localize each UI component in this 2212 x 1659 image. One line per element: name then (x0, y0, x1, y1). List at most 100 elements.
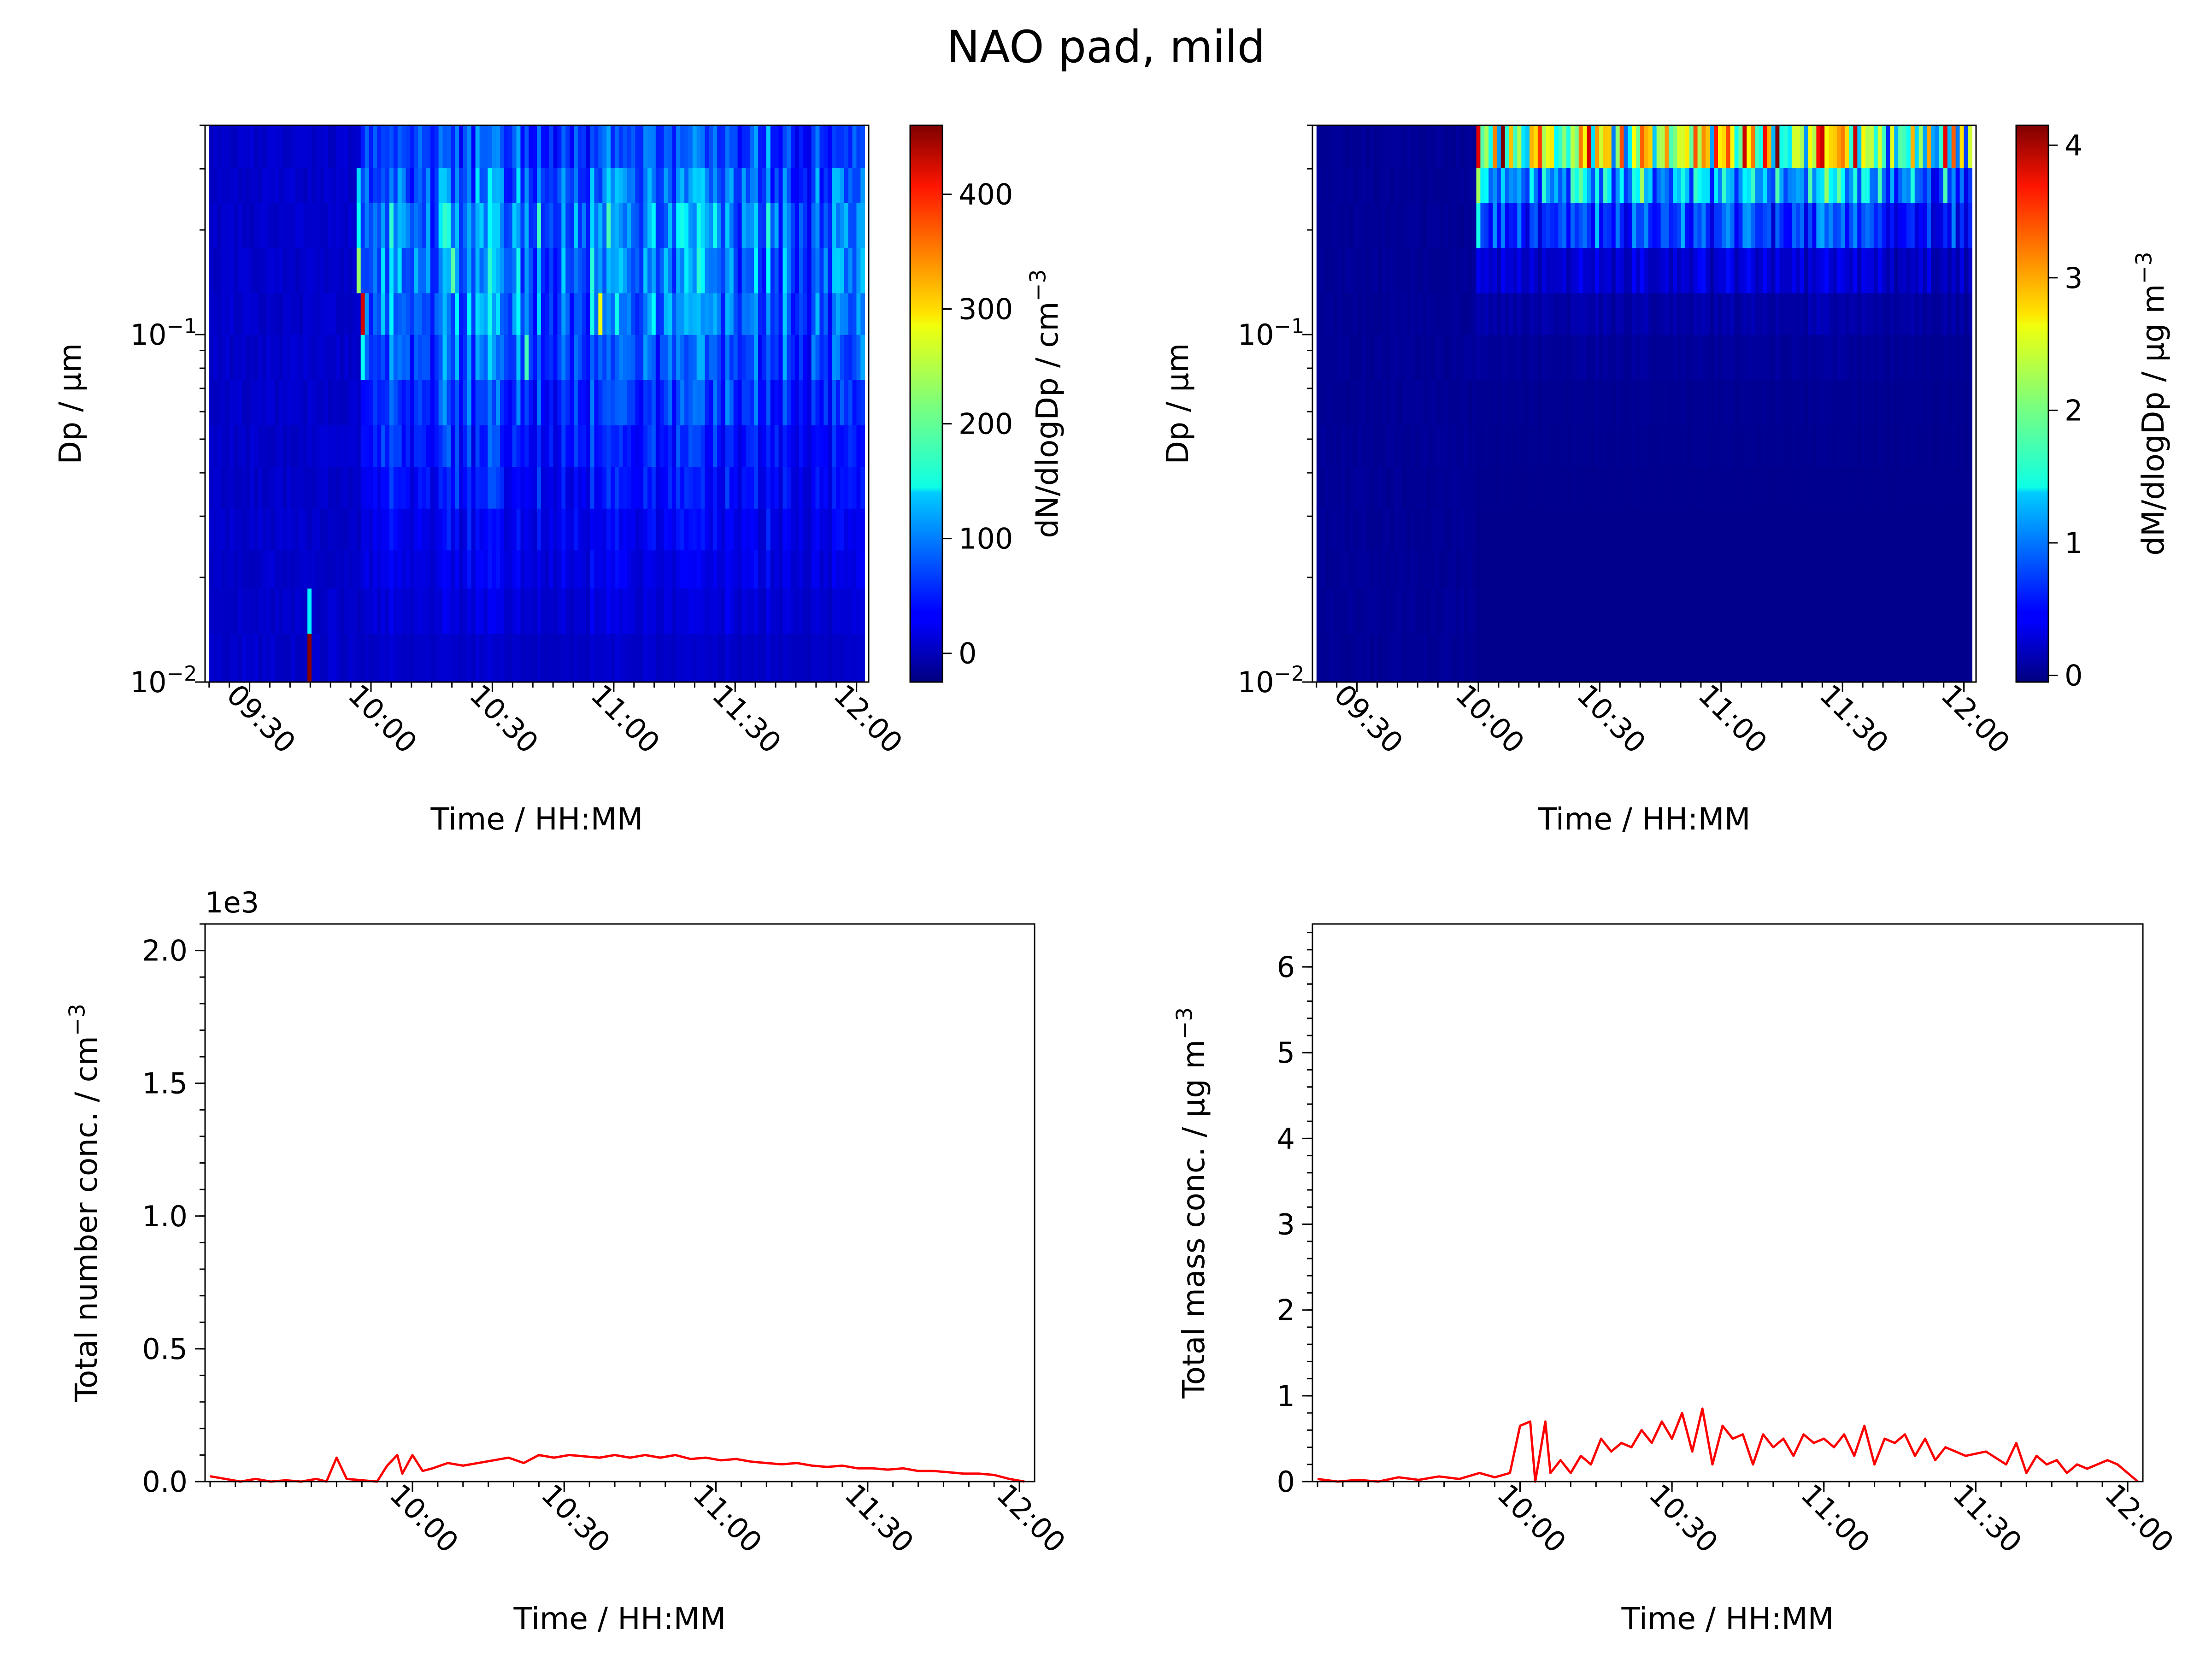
heatmap-cell (1333, 379, 1338, 425)
heatmap-cell (1841, 550, 1846, 589)
heatmap-cell (1853, 247, 1858, 294)
heatmap-cell (545, 588, 550, 634)
heatmap-cell (672, 633, 677, 682)
heatmap-cell (1374, 466, 1378, 509)
heatmap-cell (655, 508, 660, 551)
heatmap-cell (1345, 334, 1350, 380)
heatmap-cell (1685, 126, 1690, 168)
heatmap-cell (516, 126, 521, 168)
heatmap-cell (1853, 550, 1858, 589)
heatmap-cell (463, 588, 468, 634)
heatmap-cell (1845, 247, 1850, 294)
heatmap-cell (1329, 588, 1334, 634)
heatmap-cell (791, 202, 795, 248)
heatmap-cell (254, 425, 259, 467)
heatmap-cell (500, 425, 505, 467)
heatmap-cell (860, 508, 865, 551)
heatmap-cell (1816, 508, 1821, 551)
heatmap-cell (1890, 508, 1895, 551)
heatmap-cell (209, 425, 214, 467)
heatmap-cell (1406, 633, 1412, 682)
heatmap-cell (504, 508, 509, 551)
heatmap-cell (696, 247, 701, 294)
heatmap-cell (1345, 466, 1350, 509)
heatmap-cell (1660, 379, 1665, 425)
heatmap-cell (664, 588, 669, 634)
heatmap-cell (406, 425, 411, 467)
heatmap-cell (729, 168, 734, 203)
heatmap-cell (1415, 168, 1419, 203)
heatmap-cell (512, 508, 517, 551)
heatmap-cell (1763, 466, 1768, 509)
heatmap-cell (1484, 379, 1489, 425)
heatmap-cell (1923, 126, 1928, 168)
heatmap-cell (1611, 466, 1616, 509)
heatmap-cell (582, 425, 587, 467)
heatmap-cell (1546, 126, 1551, 168)
heatmap-cell (1603, 588, 1608, 634)
heatmap-cell (623, 293, 628, 335)
heatmap-cell (1574, 425, 1579, 467)
heatmap-cell (1804, 466, 1809, 509)
heatmap-cell (611, 550, 615, 589)
heatmap-cell (647, 168, 652, 203)
heatmap-cell (225, 588, 230, 634)
heatmap-cell (1759, 379, 1764, 425)
heatmap-cell (577, 588, 582, 634)
heatmap-cell (447, 168, 452, 203)
heatmap-cell (504, 588, 509, 634)
heatmap-cell (1701, 379, 1706, 425)
heatmap-cell (483, 425, 488, 467)
heatmap-cell (1615, 247, 1620, 294)
heatmap-cell (1488, 293, 1493, 335)
heatmap-cell (1431, 633, 1436, 682)
heatmap-cell (852, 379, 857, 425)
heatmap-cell (1525, 550, 1530, 589)
heatmap-cell (1484, 425, 1489, 467)
heatmap-cell (1595, 425, 1600, 467)
heatmap-cell (782, 247, 788, 294)
heatmap-cell (1505, 293, 1510, 335)
heatmap-cell (1349, 550, 1354, 589)
heatmap-cell (737, 202, 742, 248)
heatmap-cell (455, 293, 459, 335)
heatmap-cell (238, 334, 242, 380)
heatmap-cell (1898, 247, 1903, 294)
heatmap-cell (442, 588, 447, 634)
heatmap-cell (815, 168, 820, 203)
heatmap-cell (307, 126, 312, 168)
heatmap-cell (1341, 379, 1346, 425)
heatmap-cell (471, 466, 476, 509)
heatmap-cell (282, 168, 288, 203)
heatmap-cell (807, 247, 812, 294)
heatmap-cell (1820, 508, 1825, 551)
heatmap-cell (475, 293, 480, 335)
heatmap-cell (1660, 550, 1665, 589)
heatmap-cell (369, 466, 374, 509)
heatmap-cell (1759, 508, 1764, 551)
heatmap-cell (418, 168, 423, 203)
heatmap-cell (582, 293, 587, 335)
heatmap-cell (807, 126, 812, 168)
heatmap-cell (1882, 202, 1887, 248)
heatmap-cell (611, 379, 615, 425)
heatmap-cell (1775, 293, 1780, 335)
heatmap-cell (1611, 550, 1616, 589)
heatmap-cell (778, 126, 783, 168)
heatmap-cell (348, 247, 353, 294)
heatmap-cell (602, 466, 607, 509)
heatmap-cell (1935, 126, 1940, 168)
heatmap-cell (529, 202, 533, 248)
heatmap-cell (483, 379, 488, 425)
heatmap-cell (1755, 508, 1759, 551)
heatmap-cell (606, 202, 611, 248)
heatmap-cell (1656, 126, 1661, 168)
heatmap-cell (1755, 126, 1759, 168)
heatmap-cell (1505, 202, 1510, 248)
heatmap-cell (1829, 168, 1833, 203)
heatmap-cell (766, 508, 771, 551)
heatmap-cell (1714, 425, 1718, 467)
heatmap-cell (1935, 202, 1940, 248)
heatmap-cell (389, 168, 394, 203)
heatmap-cell (1517, 508, 1522, 551)
